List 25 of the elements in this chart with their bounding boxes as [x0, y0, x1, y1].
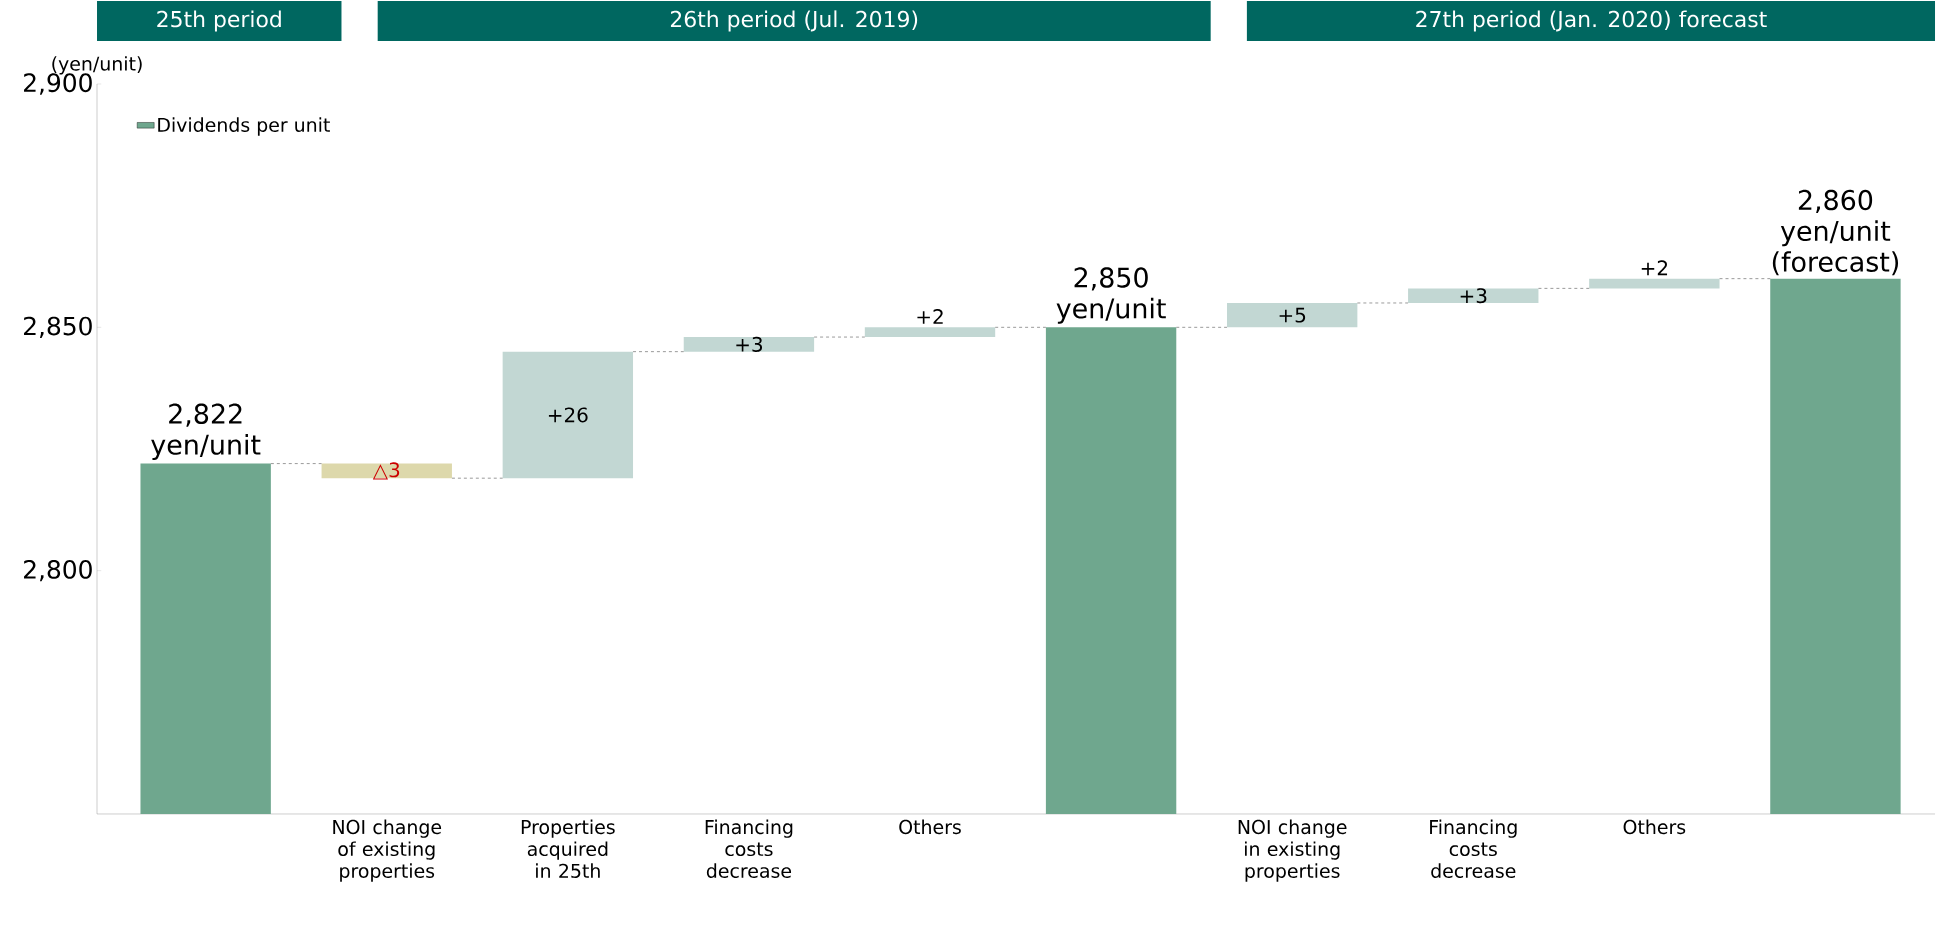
data-label: +2	[917, 309, 943, 324]
text: 27th period (Jan. 2020) forecast	[1416, 10, 1767, 32]
y-axis-title: (yen/unit)	[52, 56, 142, 75]
data-label: +3	[1460, 288, 1487, 304]
x-tick-label: NOI change of existing properties	[333, 819, 442, 882]
y-tick-label: 2,800	[24, 559, 92, 582]
legend-label: Dividends per unit	[158, 117, 330, 136]
data-label: 2,822 yen/unit	[151, 403, 261, 461]
data-label: +26	[548, 407, 588, 423]
x-tick-label: Financing costs decrease	[1430, 819, 1517, 878]
data-label: +3	[736, 336, 763, 352]
x-tick-label: Properties acquired in 25th	[521, 819, 615, 878]
data-label: +2	[1641, 260, 1668, 276]
data-label: △3	[372, 462, 400, 480]
y-tick-label: 2,900	[24, 73, 92, 95]
x-tick-label: NOI change in existing properties	[1238, 819, 1347, 882]
x-tick-label: Financing costs decrease	[705, 819, 793, 878]
x-tick-label: Others	[899, 819, 961, 835]
data-label: 2,850 yen/unit	[1056, 267, 1166, 324]
data-label: +5	[1279, 307, 1306, 323]
text: 26th period (Jul. 2019)	[670, 10, 918, 32]
x-tick-label: Others	[1623, 819, 1686, 835]
y-tick-label: 2,850	[24, 316, 92, 338]
text: 25th period	[157, 10, 281, 32]
data-label: 2,860 yen/unit (forecast)	[1772, 189, 1899, 276]
